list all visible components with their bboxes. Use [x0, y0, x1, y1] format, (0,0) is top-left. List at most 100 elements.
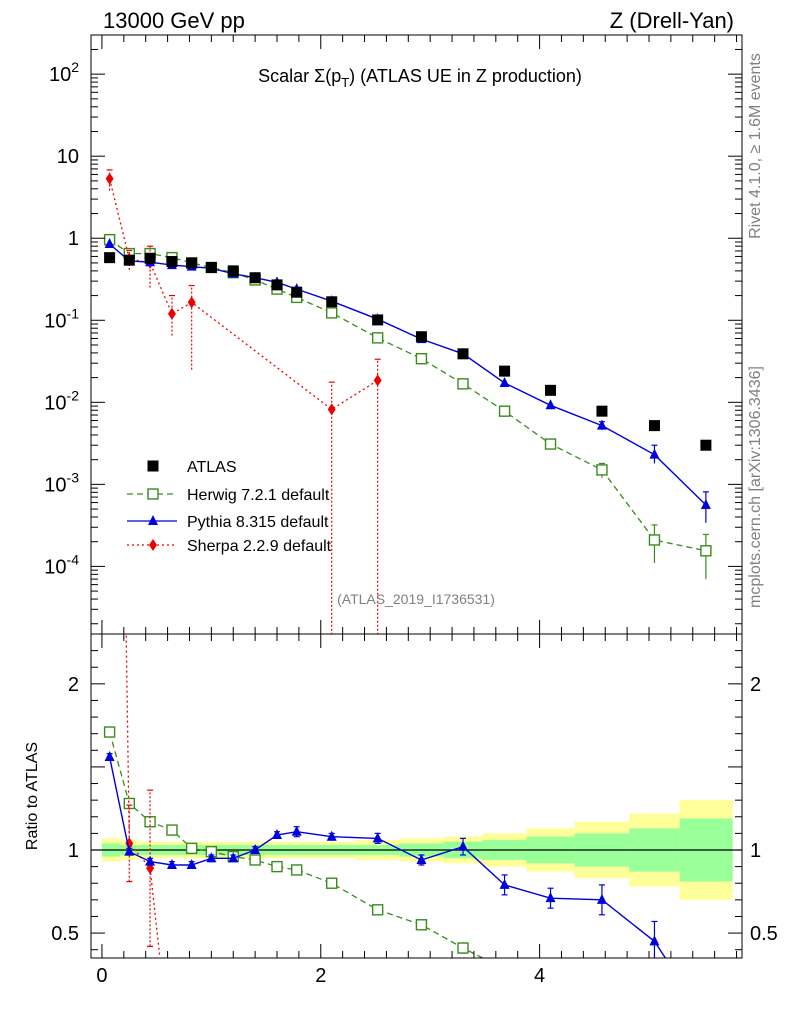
main-panel: Scalar Σ(pT) (ATLAS UE in Z production) …	[44, 34, 743, 635]
y-tick-label-base: 10	[49, 64, 71, 86]
ratio-point-herwig	[290, 864, 303, 876]
legend-item-atlas: ATLAS	[147, 459, 237, 476]
y-tick-label-exp: 2	[71, 59, 79, 75]
series-sherpa	[105, 169, 382, 634]
ratio-point-pythia	[206, 852, 217, 863]
y-tick-label: 10-1	[44, 305, 79, 332]
point-atlas	[415, 331, 427, 343]
legend: ATLAS Herwig 7.2.1 default Pythia 8.315 de…	[127, 459, 332, 555]
point-atlas	[545, 384, 557, 396]
y-tick-label: 10-2	[44, 387, 79, 414]
legend-marker-pythia	[148, 515, 158, 525]
point-atlas	[457, 348, 469, 360]
ratio-point-herwig	[271, 860, 283, 873]
side-text-top: Rivet 4.1.0, ≥ 1.6M events	[747, 53, 764, 239]
ratio-plot-area	[91, 634, 742, 958]
ratio-point-herwig	[415, 919, 428, 931]
chart-title-pre: Scalar Σ(p	[258, 66, 341, 86]
ratio-line-sherpa	[125, 634, 161, 958]
ratio-point-pythia	[416, 853, 427, 864]
ratio-point-pythia	[596, 893, 607, 904]
point-herwig	[457, 378, 469, 390]
ratio-point-pythia	[458, 840, 468, 851]
point-atlas	[166, 256, 178, 268]
point-atlas	[227, 265, 239, 277]
ratio-series-herwig	[103, 726, 483, 958]
y-tick-label: 10-4	[44, 551, 79, 578]
ratio-panel: 0.5 0.5 1 1 2 2 0 2 4 Ratio to ATLAS	[24, 633, 778, 987]
y-tick-label: 102	[49, 59, 79, 86]
ratio-point-pythia	[291, 825, 302, 836]
ratio-point-pythia	[145, 855, 156, 866]
y-tick-label-base: 10	[44, 392, 66, 414]
ratio-y-tick-label-right: 1	[750, 840, 761, 862]
legend-marker-sherpa	[149, 539, 157, 551]
header-right: Z (Drell-Yan)	[610, 8, 734, 33]
point-atlas	[499, 365, 511, 377]
y-tick-label-exp: -2	[67, 387, 80, 403]
main-plot-area	[103, 169, 712, 634]
header-left: 13000 GeV pp	[103, 8, 245, 33]
point-pythia	[649, 448, 660, 459]
legend-marker-herwig	[147, 488, 159, 500]
point-herwig	[498, 405, 511, 417]
x-tick-label: 4	[534, 965, 545, 987]
ratio-series-sherpa	[125, 634, 161, 958]
series-line-sherpa	[108, 178, 379, 411]
y-tick-label-exp: -1	[67, 305, 80, 321]
ratio-y-tick-label: 1	[68, 840, 79, 862]
point-herwig	[700, 545, 712, 557]
point-herwig	[371, 332, 384, 344]
chart-title: Scalar Σ(pT) (ATLAS UE in Z production)	[258, 66, 582, 90]
point-herwig	[648, 534, 661, 546]
y-tick-label: 10-3	[44, 469, 79, 496]
y-tick-label-base: 1	[68, 228, 79, 250]
ratio-y-tick-label-right: 2	[750, 674, 761, 696]
point-atlas	[648, 420, 660, 432]
point-atlas	[205, 261, 217, 273]
ratio-y-tick-label: 0.5	[51, 923, 79, 945]
point-atlas	[271, 279, 283, 291]
point-pythia	[545, 399, 556, 410]
legend-label-herwig: Herwig 7.2.1 default	[187, 487, 330, 504]
ratio-point-pythia	[499, 878, 510, 889]
ratio-y-tick-label-right: 0.5	[750, 923, 778, 945]
watermark: (ATLAS_2019_I1736531)	[337, 591, 495, 607]
ratio-point-pythia	[124, 845, 135, 856]
legend-label-atlas: ATLAS	[187, 459, 237, 476]
y-tick-label-base: 10	[57, 146, 79, 168]
y-tick-label-base: 10	[44, 474, 66, 496]
legend-label-pythia: Pythia 8.315 default	[187, 514, 329, 531]
ratio-point-pythia	[250, 844, 261, 854]
point-pythia	[499, 376, 510, 387]
ratio-point-herwig	[371, 904, 384, 916]
x-tick-label: 0	[96, 965, 107, 987]
ratio-point-pythia	[649, 935, 660, 946]
point-atlas	[596, 405, 608, 417]
point-pythia	[700, 499, 711, 510]
ratio-series-pythia	[104, 750, 666, 958]
ratio-point-pythia	[104, 750, 115, 761]
ratio-point-pythia	[228, 852, 239, 863]
legend-label-sherpa: Sherpa 2.2.9 default	[187, 538, 332, 555]
ratio-ylabel: Ratio to ATLAS	[24, 742, 41, 850]
ratio-point-pythia	[326, 830, 337, 841]
ratio-point-herwig	[166, 824, 178, 836]
ratio-point-herwig	[103, 726, 116, 738]
point-atlas	[326, 296, 338, 308]
point-atlas	[144, 252, 156, 264]
series-atlas	[104, 252, 712, 451]
ratio-y-tick-label: 2	[68, 674, 79, 696]
point-herwig	[596, 464, 608, 476]
point-sherpa	[167, 307, 176, 320]
point-pythia	[596, 419, 607, 430]
point-sherpa	[187, 296, 196, 309]
point-herwig	[544, 438, 557, 450]
ratio-point-pythia	[372, 832, 383, 843]
x-tick-label: 2	[315, 965, 326, 987]
point-atlas	[104, 252, 116, 264]
ratio-point-pythia	[272, 829, 282, 840]
y-tick-label: 10	[57, 146, 79, 168]
